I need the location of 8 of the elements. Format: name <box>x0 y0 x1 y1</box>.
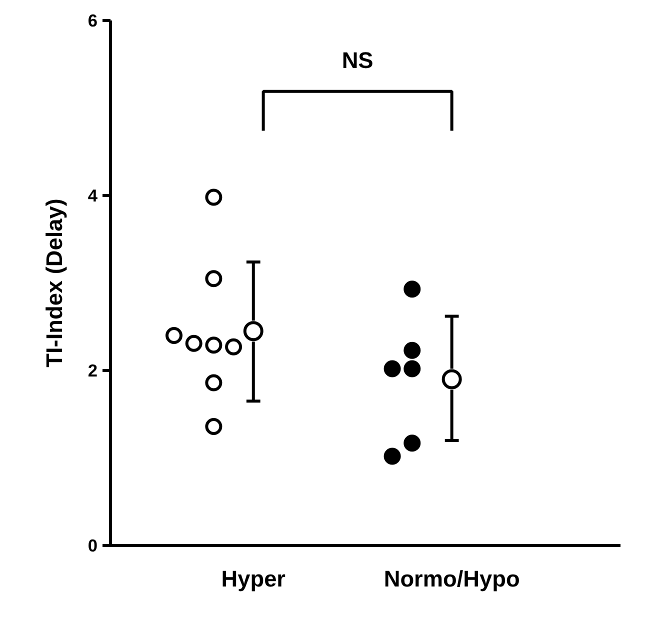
annotation: NS <box>342 47 374 73</box>
x-tick-label: Hyper <box>221 566 286 592</box>
y-tick-label: 2 <box>88 360 98 380</box>
y-axis-title: TI-Index (Delay) <box>40 198 67 368</box>
x-tick-label: Normo/Hypo <box>384 566 520 592</box>
y-tick-label: 0 <box>88 536 98 556</box>
y-tick-label: 6 <box>88 10 98 30</box>
y-tick-label: 4 <box>88 186 98 206</box>
